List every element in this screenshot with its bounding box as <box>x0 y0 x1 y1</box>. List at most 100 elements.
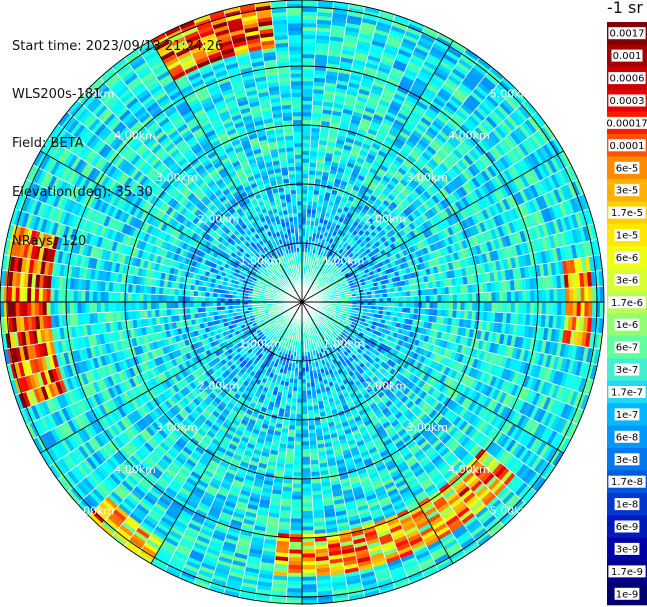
range-gate <box>381 219 389 227</box>
range-gate <box>387 193 396 202</box>
range-gate <box>302 46 316 51</box>
ray-8 <box>301 25 440 303</box>
range-gate <box>485 115 498 129</box>
range-gate <box>424 87 438 98</box>
range-gate <box>448 167 459 178</box>
range-gate <box>322 223 328 229</box>
range-gate <box>567 164 579 181</box>
range-gate <box>302 61 315 67</box>
range-gate <box>370 163 380 172</box>
range-gate <box>380 178 389 187</box>
range-gate <box>493 175 504 188</box>
range-gate <box>557 302 562 316</box>
range-gate <box>530 133 543 149</box>
ray-3 <box>301 3 365 303</box>
range-gate <box>476 292 481 302</box>
range-gate <box>302 421 309 427</box>
range-gate <box>530 114 544 129</box>
range-gate <box>552 137 564 153</box>
range-gate <box>475 85 489 98</box>
range-gate <box>484 73 500 87</box>
range-gate <box>302 173 309 179</box>
range-gate <box>327 292 333 295</box>
range-gate <box>414 217 423 227</box>
range-gate <box>382 51 397 60</box>
range-gate <box>436 164 447 176</box>
range-gate <box>321 112 332 119</box>
range-gate <box>483 135 495 149</box>
range-gate <box>503 302 508 313</box>
range-gate <box>421 166 431 177</box>
range-gate <box>415 141 427 152</box>
range-gate <box>471 235 480 246</box>
range-gate <box>302 131 311 136</box>
range-gate <box>426 106 439 118</box>
range-gate <box>429 77 444 88</box>
range-gate <box>310 135 320 141</box>
range-gate <box>305 228 310 233</box>
range-gate <box>487 179 497 192</box>
range-gate <box>346 89 359 97</box>
range-gate <box>346 277 352 282</box>
range-gate <box>390 201 399 209</box>
range-gate <box>482 153 494 166</box>
range-gate <box>436 201 446 212</box>
range-gate <box>456 293 462 302</box>
range-gate <box>374 135 385 144</box>
range-gate <box>474 126 487 139</box>
range-gate <box>449 43 465 56</box>
range-gate <box>421 295 427 302</box>
range-gate <box>347 178 356 186</box>
range-gate <box>320 273 325 278</box>
range-gate <box>359 121 371 129</box>
range-gate <box>407 136 419 146</box>
range-gate <box>384 278 390 285</box>
range-gate <box>302 545 315 551</box>
range-gate <box>455 175 466 186</box>
range-gate <box>399 211 408 220</box>
range-gate <box>540 126 553 142</box>
range-gate <box>406 272 413 280</box>
range-gate <box>460 156 471 168</box>
range-gate <box>462 206 472 218</box>
range-gate <box>439 146 451 157</box>
range-gate <box>309 146 319 152</box>
range-gate <box>302 177 309 183</box>
range-gate <box>394 216 402 224</box>
range-gate <box>504 246 511 259</box>
range-gate <box>518 290 524 302</box>
range-gate <box>315 261 320 267</box>
range-gate <box>474 143 486 156</box>
range-gate <box>409 166 419 176</box>
range-gate <box>426 160 437 171</box>
range-gate <box>478 103 492 116</box>
range-gate <box>441 84 455 96</box>
range-gate <box>472 63 488 77</box>
range-gate <box>344 272 350 277</box>
range-gate <box>453 242 461 252</box>
range-gate <box>326 287 331 291</box>
range-gate <box>353 55 368 63</box>
range-gate <box>413 145 425 155</box>
range-gate <box>422 238 430 247</box>
range-gate <box>524 119 538 134</box>
range-gate <box>576 195 586 212</box>
range-gate <box>302 251 305 256</box>
range-gate <box>317 202 323 208</box>
range-gate <box>314 69 327 75</box>
range-gate <box>356 95 368 104</box>
range-gate <box>570 213 580 229</box>
range-gate <box>310 139 319 145</box>
range-gate <box>409 151 420 161</box>
range-gate <box>565 199 575 215</box>
range-gate <box>396 238 403 246</box>
range-gate <box>512 88 527 103</box>
range-gate <box>317 276 322 281</box>
range-gate <box>433 203 442 214</box>
range-gate <box>302 448 310 454</box>
range-gate <box>413 47 429 58</box>
range-gate <box>317 262 322 268</box>
range-gate <box>477 123 490 137</box>
range-gate <box>385 40 401 49</box>
range-gate <box>324 248 329 254</box>
